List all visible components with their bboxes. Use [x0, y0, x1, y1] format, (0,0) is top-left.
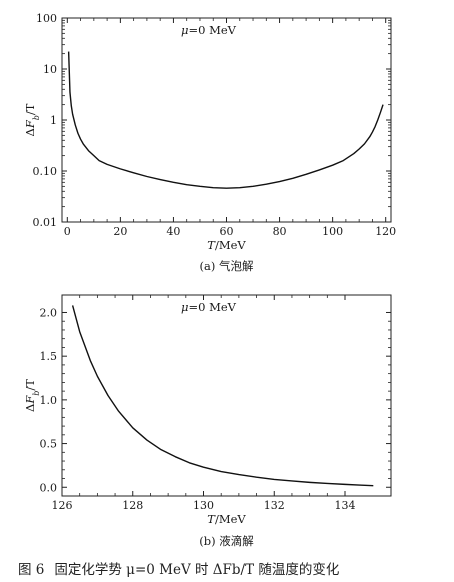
y-tick-label: 0.01 [33, 216, 58, 229]
x-tick-label: 20 [113, 225, 127, 238]
panel-caption: (a) 气泡解 [200, 259, 254, 273]
x-tick-label: 0 [64, 225, 71, 238]
y-tick-label: 2.0 [40, 306, 58, 319]
y-tick-label: 1 [50, 114, 57, 127]
y-axis-label: ΔFb/T [23, 379, 41, 412]
y-tick-label: 100 [36, 12, 57, 25]
x-axis-label: T/MeV [207, 512, 246, 526]
mu-annotation: μ=0 MeV [181, 300, 237, 314]
x-tick-label: 132 [264, 499, 285, 512]
y-tick-label: 10 [43, 63, 57, 76]
mu-annotation: μ=0 MeV [181, 23, 237, 37]
series-line [67, 51, 384, 189]
x-tick-label: 126 [52, 499, 73, 512]
y-tick-label: 1.0 [40, 394, 58, 407]
x-axis-label: T/MeV [207, 238, 246, 252]
figure-number: 图 6 [18, 562, 45, 578]
panel-b-droplet-solution: 126 128 130 132 134 0.0 0.5 1.0 1.5 2.0 μ=0 MeV T/M… [23, 294, 392, 548]
x-tick-label: 130 [193, 499, 214, 512]
x-tick-label: 128 [122, 499, 143, 512]
y-tick-label: 0.5 [40, 438, 58, 451]
figure-caption: 图 6 固定化学势 μ=0 MeV 时 ΔFb/T 随温度的变化 [18, 558, 448, 578]
x-tick-label: 100 [322, 225, 343, 238]
panel-a-bubble-solution: 0 20 40 60 80 100 120 0.01 0.10 1 10 100 μ=0 MeV T/Me… [23, 12, 396, 273]
plot-frame [61, 294, 392, 497]
y-axis-label: ΔFb/T [23, 103, 41, 136]
y-tick-label: 0.0 [40, 481, 58, 494]
x-tick-label: 120 [375, 225, 396, 238]
series-line [71, 305, 374, 487]
x-tick-label: 80 [273, 225, 287, 238]
x-tick-label: 40 [166, 225, 180, 238]
y-tick-label: 0.10 [33, 165, 58, 178]
panel-caption: (b) 液滴解 [199, 534, 254, 548]
figure-caption-text: 固定化学势 μ=0 MeV 时 ΔFb/T 随温度的变化 [54, 562, 340, 578]
y-tick-label: 1.5 [40, 350, 58, 363]
x-tick-label: 134 [335, 499, 356, 512]
x-tick-label: 60 [220, 225, 234, 238]
plot-frame [61, 17, 392, 223]
